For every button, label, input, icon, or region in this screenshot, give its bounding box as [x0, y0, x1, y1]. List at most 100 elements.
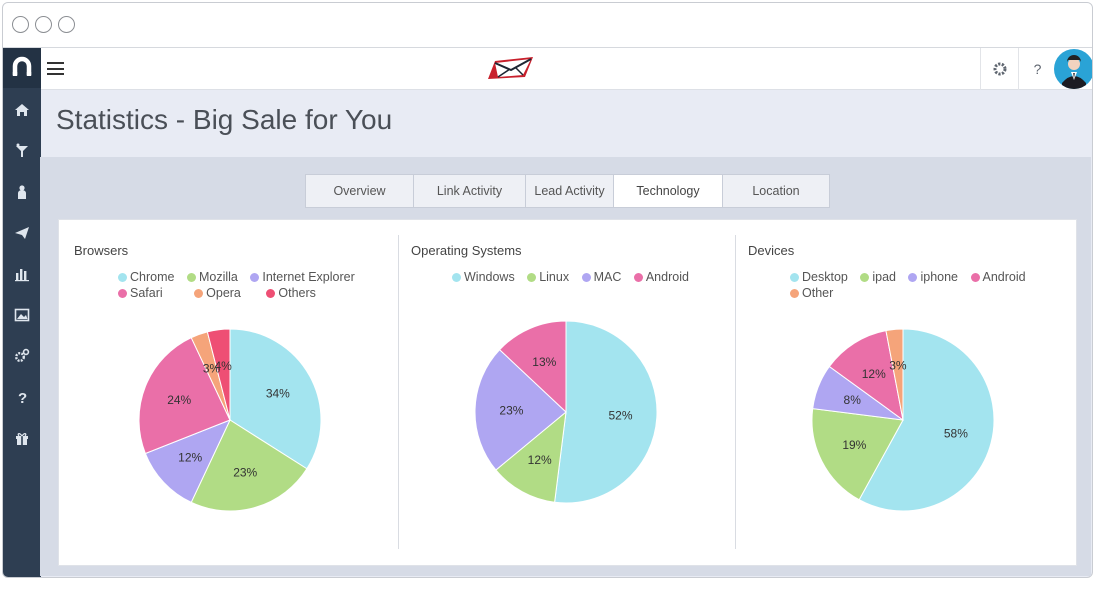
sidebar-item-funnel[interactable]	[3, 131, 41, 171]
sidebar-item-send[interactable]	[3, 213, 41, 253]
pie-slice-chrome[interactable]	[229, 328, 322, 470]
tab-lead-activity[interactable]: Lead Activity	[526, 175, 614, 207]
legend-swatch	[118, 272, 127, 282]
legend-item[interactable]: Windows	[452, 270, 515, 284]
settings-button[interactable]	[980, 48, 1018, 90]
legend-swatch	[633, 272, 643, 282]
pie-data-label: 58%	[944, 427, 968, 441]
legend-label: Android	[982, 270, 1026, 284]
legend-label: MAC	[593, 270, 622, 284]
legend-item[interactable]: Safari	[118, 286, 163, 300]
pie-data-label: 19%	[842, 438, 866, 452]
pie-slice-linux[interactable]	[495, 410, 567, 503]
window-close-button[interactable]	[12, 16, 29, 33]
send-icon	[15, 227, 29, 239]
pie-data-label: 4%	[214, 359, 232, 373]
tab-link-activity[interactable]: Link Activity	[414, 175, 526, 207]
settings-icon	[15, 348, 30, 362]
legend-item[interactable]: Linux	[527, 270, 569, 284]
legend-label: Safari	[130, 286, 163, 300]
sidebar-item-images[interactable]	[3, 295, 41, 335]
legend-swatch	[186, 272, 196, 282]
legend-label: Opera	[206, 286, 241, 300]
pie-slice-android[interactable]	[828, 330, 904, 422]
pie-slice-android[interactable]	[498, 320, 567, 414]
sidebar-item-help[interactable]: ?	[3, 377, 41, 417]
legend-swatch	[194, 288, 204, 298]
legend-label: iphone	[920, 270, 959, 284]
pie-data-label: 13%	[532, 355, 556, 369]
pie-chart-devices: 58% 19% 8%12%3%	[811, 328, 995, 512]
chart-title-operating-systems: Operating Systems	[411, 243, 522, 258]
legend-item[interactable]: MAC	[581, 270, 622, 284]
app-logo[interactable]	[3, 48, 41, 88]
gear-icon	[993, 62, 1006, 76]
pie-data-label: 12%	[178, 450, 202, 464]
help-icon: ?	[18, 390, 27, 405]
avatar[interactable]	[1054, 49, 1092, 89]
sidebar-item-settings[interactable]	[3, 336, 41, 376]
pie-slice-other[interactable]	[885, 328, 904, 421]
legend-item[interactable]: Opera	[194, 286, 241, 300]
sidebar-item-contacts[interactable]	[3, 172, 41, 212]
bar-chart-icon	[15, 269, 29, 282]
legend-label: Chrome	[130, 270, 175, 284]
legend-item[interactable]: Mozilla	[186, 270, 238, 284]
legend-item[interactable]: Chrome	[118, 270, 174, 284]
sidebar-item-home[interactable]	[3, 90, 41, 130]
funnel-icon	[16, 143, 28, 157]
legend-swatch	[908, 272, 918, 282]
legend-item[interactable]: Android	[970, 270, 1026, 284]
legend-label: ipad	[872, 270, 896, 284]
sidebar-item-gifts[interactable]	[3, 418, 41, 458]
user-avatar-icon	[1062, 55, 1086, 89]
pie-slice-desktop[interactable]	[858, 328, 995, 512]
tab-location[interactable]: Location	[752, 184, 800, 198]
pie-slice-mozilla[interactable]	[190, 419, 308, 512]
pie-slice-ipad[interactable]	[811, 408, 904, 501]
sidebar-item-reports[interactable]	[3, 254, 41, 294]
legend-item[interactable]: Android	[633, 270, 689, 284]
legend-item[interactable]: Desktop	[790, 270, 848, 284]
tab-bar: Overview Link Activity Lead Activity Tec…	[305, 174, 830, 208]
legend-swatch	[970, 272, 980, 282]
legend-swatch	[118, 288, 127, 298]
divider	[735, 235, 736, 549]
window-minimize-button[interactable]	[35, 16, 52, 33]
legend-label: Mozilla	[198, 270, 238, 284]
legend-item[interactable]: Internet Explorer	[250, 270, 355, 284]
pie-slice-safari[interactable]	[138, 336, 231, 455]
legend-browsers-row-1: Chrome Mozilla Internet Explorer	[118, 270, 364, 285]
legend-swatch	[452, 272, 461, 282]
legend-label: Desktop	[802, 270, 848, 284]
legend-label: Android	[645, 270, 689, 284]
legend-item[interactable]: Others	[266, 286, 316, 300]
home-icon	[15, 104, 29, 116]
pie-data-label: 52%	[608, 408, 632, 422]
page-title: Statistics - Big Sale for You	[56, 104, 393, 135]
legend-label: Others	[278, 286, 316, 300]
legend-os-row-1: Windows Linux MAC Android	[452, 270, 698, 285]
legend-swatch	[250, 272, 260, 282]
chart-title-browsers: Browsers	[74, 243, 129, 258]
pie-slice-internet-explorer[interactable]	[144, 419, 231, 504]
pie-slice-windows[interactable]	[554, 320, 658, 504]
legend-swatch	[266, 288, 276, 298]
window-maximize-button[interactable]	[58, 16, 75, 33]
sidebar: ?	[3, 48, 41, 577]
pie-data-label: 8%	[844, 393, 862, 407]
legend-item[interactable]: ipad	[860, 270, 896, 284]
legend-item[interactable]: iphone	[908, 270, 958, 284]
legend-browsers-row-2: Safari Opera Others	[118, 286, 325, 301]
pie-slice-mac[interactable]	[474, 348, 567, 471]
magnet-icon	[12, 56, 32, 76]
menu-toggle-button[interactable]	[47, 62, 64, 75]
pie-slice-others[interactable]	[206, 328, 231, 421]
legend-item[interactable]: Other	[790, 286, 833, 300]
help-button[interactable]: ?	[1018, 48, 1056, 90]
top-bar: ?	[41, 48, 1092, 90]
tab-overview[interactable]: Overview	[306, 175, 414, 207]
legend-swatch	[581, 272, 591, 282]
tab-technology[interactable]: Technology	[614, 175, 723, 207]
legend-devices-row-1: Desktop ipad iphone Android	[790, 270, 1035, 285]
